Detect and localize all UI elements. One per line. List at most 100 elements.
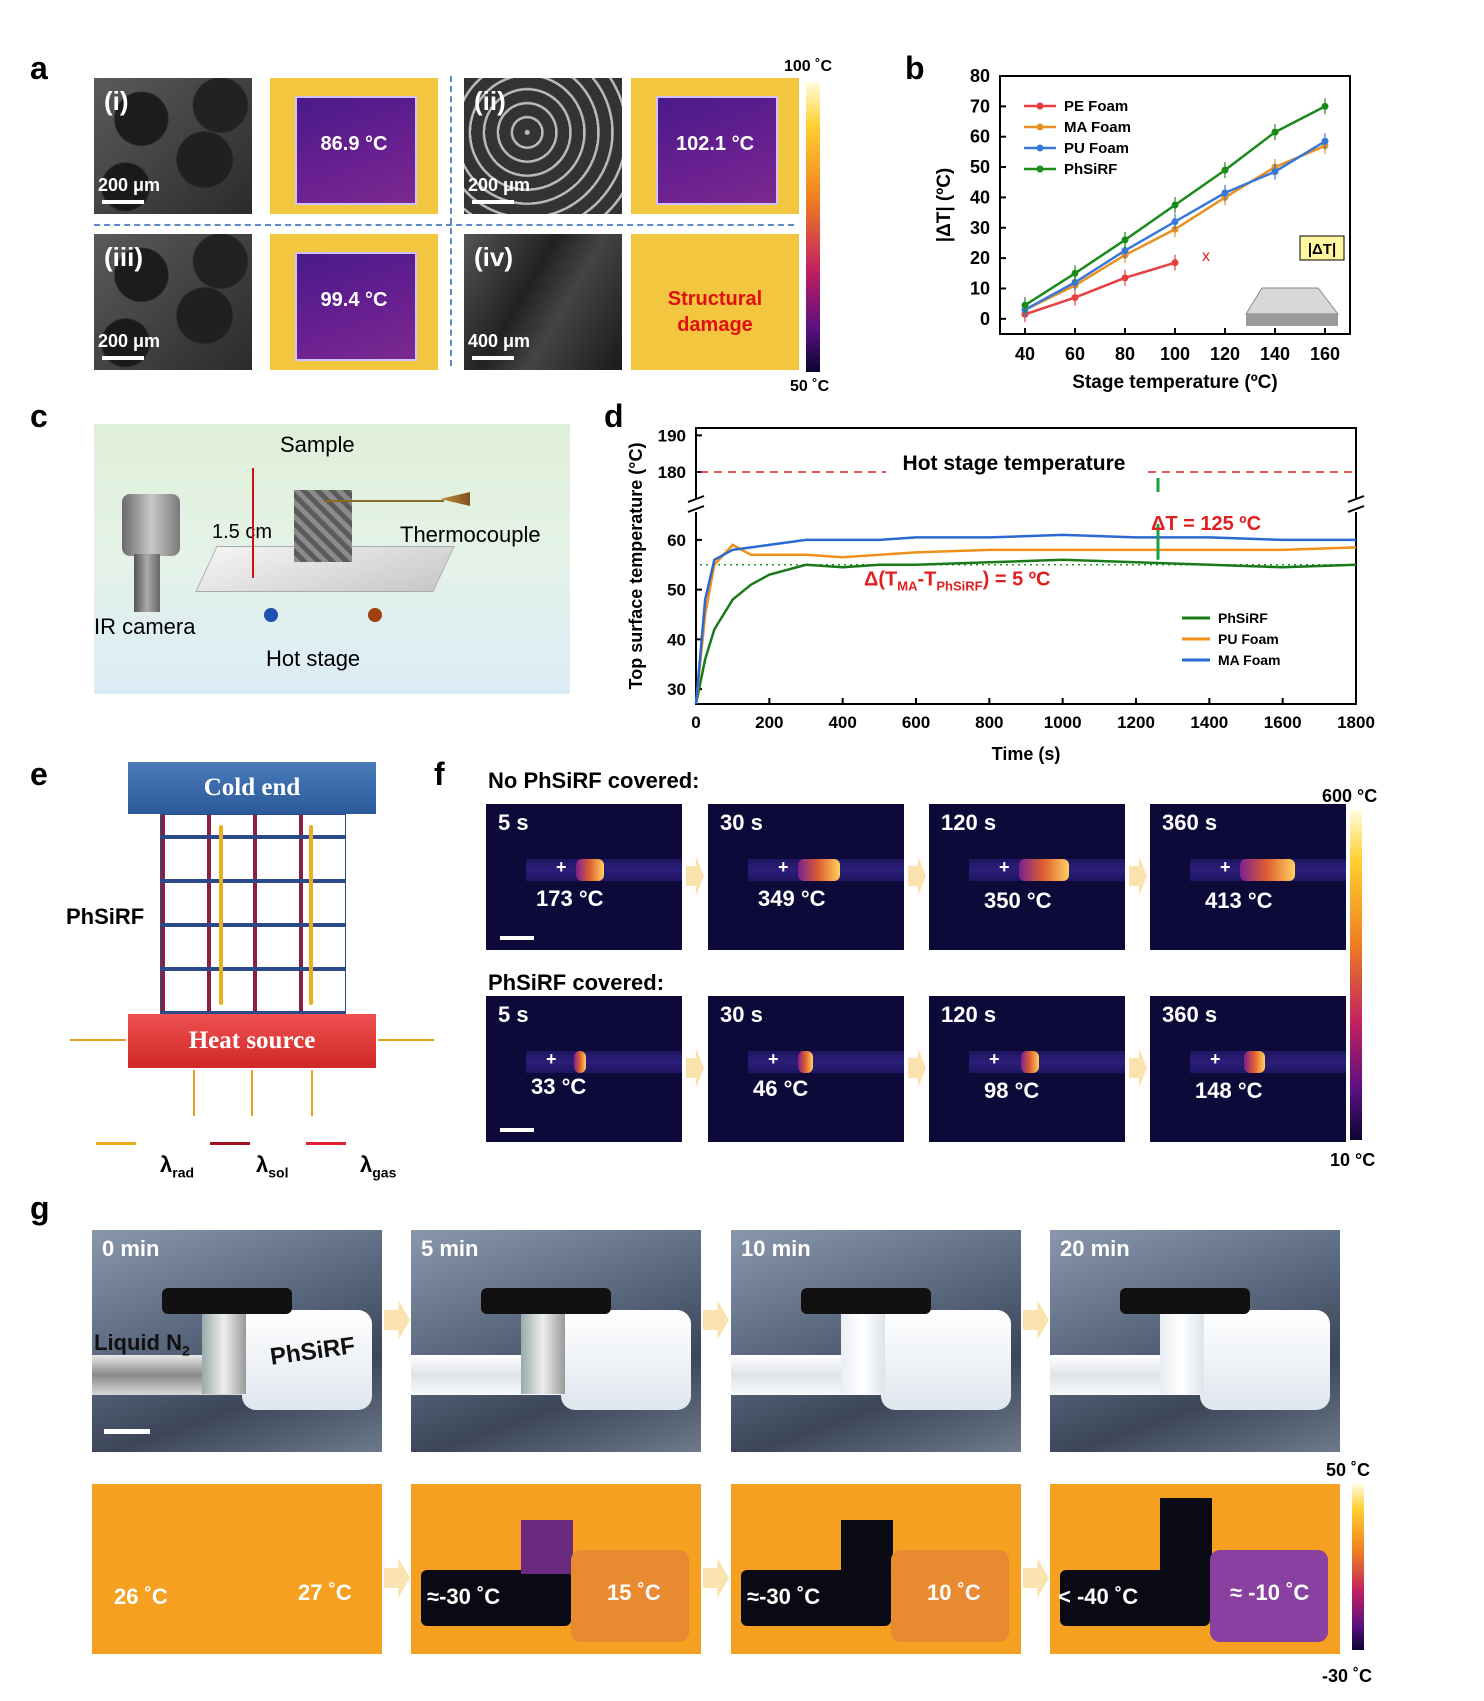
- panel-label-b: b: [905, 50, 925, 86]
- hot-spot: [1240, 859, 1295, 881]
- thermocouple-wire: [324, 500, 444, 502]
- y-tick-label: 60: [667, 531, 686, 550]
- foam-cover: [881, 1310, 1011, 1410]
- foam-lattice: [160, 814, 346, 1016]
- row2-title: PhSiRF covered:: [488, 970, 665, 995]
- thermocouple-probe: [440, 492, 470, 506]
- scale-bar: [472, 200, 514, 204]
- series-line-pe-foam: [1024, 261, 1176, 316]
- x-tick-label: 60: [1065, 344, 1085, 364]
- rod: [969, 1051, 1125, 1073]
- temperature-right: ≈ -10 ˚C: [1230, 1580, 1310, 1605]
- valve-thermal-image: < -40 ˚C ≈ -10 ˚C: [1050, 1484, 1340, 1654]
- inset-block: [1245, 287, 1340, 315]
- rod: [1190, 1051, 1346, 1073]
- series-line-phsirf: [694, 558, 1357, 705]
- time-label: 120 s: [941, 810, 997, 835]
- temperature-right: 10 ˚C: [927, 1580, 981, 1605]
- rod: [526, 1051, 682, 1073]
- x-tick-label: 1200: [1117, 713, 1155, 732]
- legend-label: PU Foam: [1218, 631, 1279, 647]
- damage-label-line1: Structural: [667, 288, 763, 310]
- scale-label: 400 μm: [468, 331, 531, 351]
- measurement-marker: +: [989, 1049, 1000, 1069]
- camera-stand: [134, 554, 160, 612]
- panel-label-f: f: [434, 756, 445, 792]
- rad-label: λrad: [160, 1152, 195, 1181]
- y-tick-label: 10: [970, 278, 990, 298]
- measurement-marker: +: [1210, 1049, 1221, 1069]
- valve-photo: 10 min: [731, 1230, 1021, 1452]
- hot-spot: [1021, 1051, 1039, 1073]
- wire-brown: [368, 608, 382, 622]
- measurement-marker: +: [556, 857, 567, 877]
- scale-label: 200 μm: [468, 175, 531, 195]
- valve-photo: 20 min: [1050, 1230, 1340, 1452]
- ir-temperature: 86.9 °C: [320, 133, 388, 155]
- ir-image-i: 86.9 °C: [270, 78, 438, 214]
- legend-label: PE Foam: [1064, 98, 1128, 115]
- valve-photo: 5 min: [411, 1230, 701, 1452]
- temperature-label: 173 °C: [536, 886, 604, 911]
- heat-arrow-left: [70, 1039, 126, 1041]
- heat-arrow-down: [193, 1070, 195, 1116]
- colorbar-g: [1352, 1484, 1364, 1650]
- colorbar-g-top: 50 ˚C: [1326, 1460, 1371, 1480]
- colorbar-f-top: 600 °C: [1322, 786, 1378, 806]
- ir-image-iii: 99.4 °C: [270, 234, 438, 370]
- hot-spot: [798, 1051, 813, 1073]
- setup-diagram: IR camera Sample 1.5 cm Thermocouple Hot…: [94, 424, 570, 694]
- colorbar-g-bottom: -30 ˚C: [1322, 1666, 1373, 1686]
- scale-label: 200 μm: [98, 175, 161, 195]
- sem-image-ii: (ii) 200 μm: [464, 78, 622, 214]
- temperature-left: ≈-30 ˚C: [747, 1584, 821, 1609]
- stage-label: Hot stage: [266, 646, 361, 671]
- delta-ma-part: MA: [897, 579, 918, 594]
- x-tick-label: 1600: [1264, 713, 1302, 732]
- y-tick-label: 80: [970, 66, 990, 86]
- foam-thermal: [1210, 1550, 1328, 1642]
- measurement-marker: +: [999, 857, 1010, 877]
- time-label: 10 min: [741, 1236, 811, 1261]
- camera-label: IR camera: [94, 614, 196, 639]
- time-label: 360 s: [1162, 1002, 1218, 1027]
- x-tick-label: 600: [902, 713, 930, 732]
- failure-marker: x: [1202, 248, 1210, 265]
- panel-label-a: a: [30, 50, 48, 86]
- y-tick-label: 190: [658, 426, 686, 445]
- axis-break-mark: [687, 505, 705, 513]
- legend-label: MA Foam: [1064, 119, 1131, 136]
- legend-label: PhSiRF: [1064, 161, 1117, 178]
- y-tick-label: 180: [658, 463, 686, 482]
- colorbar-f-bottom: 10 °C: [1330, 1150, 1376, 1170]
- cold-valve: [1160, 1498, 1212, 1578]
- cold-pipe: [741, 1570, 891, 1626]
- valve-handle: [801, 1288, 931, 1314]
- sem-tag: (iv): [474, 242, 513, 272]
- next-arrow: [703, 1300, 729, 1340]
- foam-thermal: [571, 1550, 689, 1642]
- y-tick-label: 40: [970, 187, 990, 207]
- thermal-image-covered: 30 s +46 °C: [708, 996, 904, 1142]
- x-tick-label: 160: [1310, 344, 1340, 364]
- time-label: 5 s: [498, 1002, 529, 1027]
- x-axis-label: Stage temperature (ºC): [1072, 372, 1277, 393]
- sample-block: [294, 490, 352, 562]
- thermal-image-uncovered: 120 s +350 °C: [929, 804, 1125, 950]
- time-label: 0 min: [102, 1236, 160, 1261]
- colorbar-a-bottom: 50 ˚C: [790, 378, 830, 395]
- temperature-label: 46 °C: [753, 1076, 809, 1101]
- gas-label: λgas: [360, 1152, 397, 1181]
- measurement-marker: +: [1220, 857, 1231, 877]
- panel-label-e: e: [30, 756, 48, 792]
- temperature-label: 98 °C: [984, 1078, 1040, 1103]
- next-arrow: [384, 1300, 410, 1340]
- scale-bar: [102, 356, 144, 360]
- x-tick-label: 0: [691, 713, 700, 732]
- legend-label: MA Foam: [1218, 652, 1280, 668]
- next-arrow: [384, 1558, 410, 1598]
- hot-spot: [574, 1051, 586, 1073]
- gas-icon: [306, 1142, 346, 1159]
- legend-marker: [1036, 102, 1044, 110]
- time-label: 30 s: [720, 1002, 763, 1027]
